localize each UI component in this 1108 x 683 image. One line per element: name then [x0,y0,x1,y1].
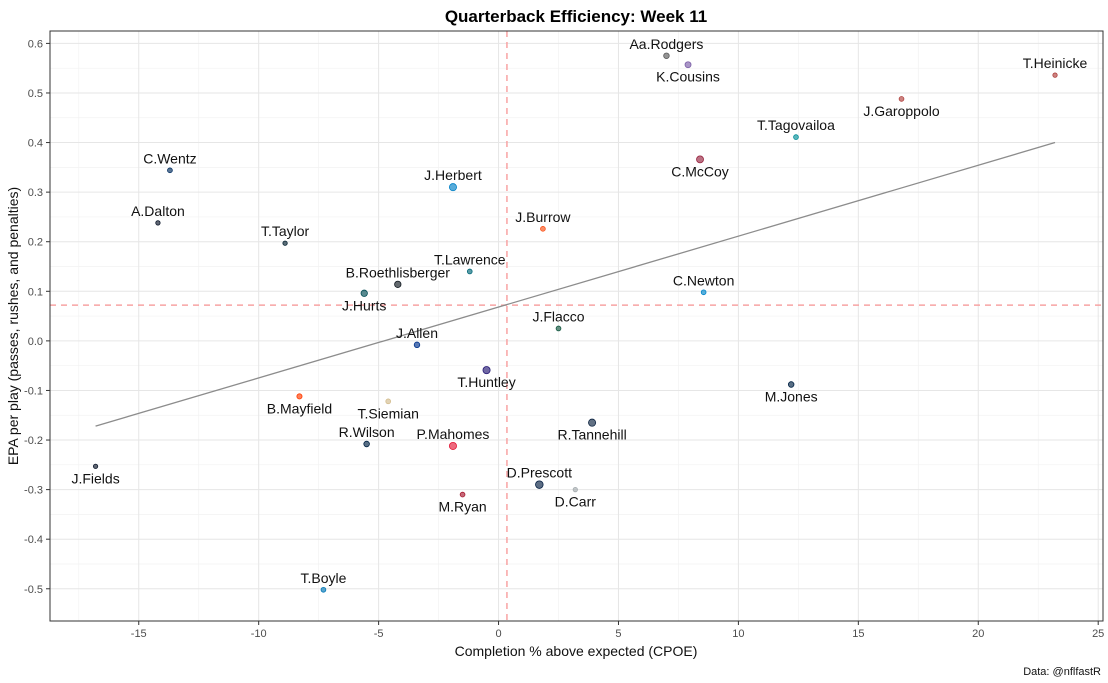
data-point [320,586,327,593]
y-tick-label: 0.4 [28,138,43,150]
y-tick-label: 0.2 [28,237,43,249]
point-label: M.Ryan [438,499,486,515]
data-point [555,325,562,332]
x-axis-title: Completion % above expected (CPOE) [455,643,698,659]
chart-title: Quarterback Efficiency: Week 11 [445,7,707,26]
point-label: T.Taylor [261,223,310,239]
x-axis-ticks: -15 -10 -5 0 5 10 15 20 25 [131,621,1104,640]
x-tick-label: 5 [615,628,621,640]
data-point [898,96,905,102]
data-point [535,480,544,489]
point-label: J.Flacco [532,308,584,324]
y-tick-label: 0.0 [28,336,43,348]
data-caption: Data: @nflfastR [1023,666,1101,678]
data-point [413,341,421,349]
data-point [92,463,99,469]
y-axis-title: EPA per play (passes, rushes, and penalt… [5,187,21,465]
grid-major [50,31,1103,621]
x-tick-label: 10 [732,628,744,640]
y-tick-label: 0.1 [28,286,43,298]
data-point [296,393,303,400]
x-tick-label: -10 [251,628,267,640]
point-label: T.Boyle [300,570,346,586]
grid-minor [50,31,1103,621]
trend-line-group [95,141,1056,427]
x-tick-label: 15 [852,628,864,640]
point-label: P.Mahomes [417,426,490,442]
data-point [793,134,799,140]
point-label: C.Wentz [143,150,196,166]
y-tick-label: -0.1 [24,385,43,397]
data-point [588,418,597,427]
point-label: D.Carr [555,494,597,510]
plot-panel-border [49,30,1104,622]
data-point [700,289,707,296]
data-point [155,220,161,226]
data-point [448,441,457,450]
point-label: J.Herbert [424,167,482,183]
data-point [482,366,491,375]
point-label: J.Burrow [515,209,571,225]
data-point [696,155,704,164]
point-label: Aa.Rodgers [629,36,703,52]
data-point [1052,72,1058,78]
data-point [167,167,173,174]
data-point [363,440,370,448]
point-label: R.Tannehill [557,427,626,443]
trend-line [95,141,1056,427]
point-label: T.Huntley [457,374,515,390]
data-point [394,280,402,288]
data-point [663,52,670,59]
point-label: T.Lawrence [434,251,506,267]
point-label: J.Allen [396,325,438,341]
point-label: A.Dalton [131,203,185,219]
y-tick-label: -0.4 [24,534,43,546]
point-label: J.Hurts [342,297,386,313]
y-tick-label: -0.5 [24,584,43,596]
data-point [466,268,473,275]
x-tick-label: 20 [972,628,984,640]
data-point [572,487,578,493]
data-point [787,381,795,388]
y-tick-label: 0.6 [28,38,43,50]
point-labels-group: Aa.Rodgers K.Cousins T.Heinicke J.Garoppolo… [71,36,1087,586]
point-label: M.Jones [765,389,818,405]
point-label: B.Mayfield [267,400,332,416]
point-label: T.Tagovailoa [757,117,835,133]
data-point [282,240,288,246]
y-tick-label: 0.5 [28,88,43,100]
plot-panel-background [50,31,1103,621]
point-label: C.McCoy [671,163,729,179]
point-label: J.Fields [71,470,119,486]
data-point [360,289,368,297]
point-label: D.Prescott [507,465,572,481]
points-group [92,52,1058,593]
y-tick-label: -0.2 [24,435,43,447]
point-label: K.Cousins [656,69,720,85]
point-label: C.Newton [673,272,734,288]
data-point [448,183,457,192]
data-point [385,398,392,405]
x-tick-label: 25 [1092,628,1104,640]
point-label: J.Garoppolo [863,103,939,119]
data-point [684,61,692,69]
y-tick-label: 0.3 [28,187,43,199]
y-axis-ticks: 0.6 0.5 0.4 0.3 0.2 0.1 0.0 -0.1 -0.2 -0.3 -0.4 -0.… [24,38,50,596]
point-label: B.Roethlisberger [346,264,451,280]
x-tick-label: 0 [495,628,501,640]
data-point [540,226,546,232]
point-label: T.Siemian [357,405,418,421]
data-point [459,491,466,498]
x-tick-label: -15 [131,628,147,640]
y-tick-label: -0.3 [24,485,43,497]
point-label: R.Wilson [339,424,395,440]
point-label: T.Heinicke [1023,55,1088,71]
x-tick-label: -5 [374,628,384,640]
